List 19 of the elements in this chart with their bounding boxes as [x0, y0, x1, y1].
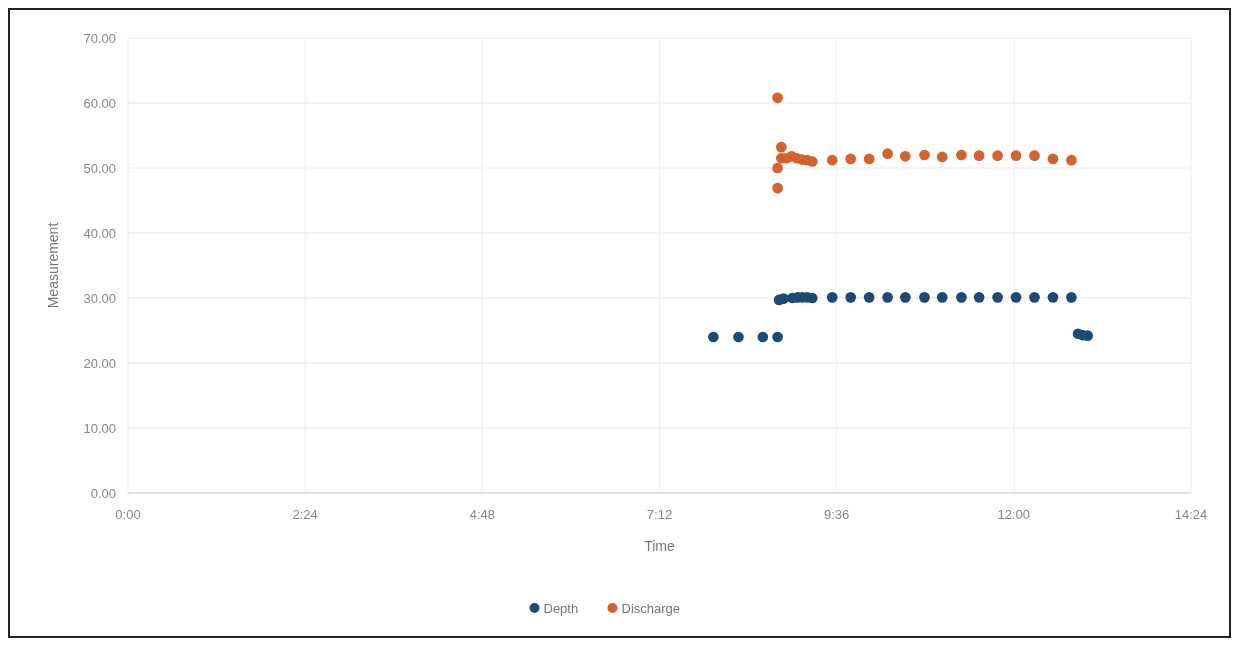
y-tick-label: 0.00 — [90, 485, 116, 501]
x-tick-label: 12:00 — [997, 507, 1031, 522]
y-axis-title: Measurement — [45, 222, 61, 309]
y-tick-label: 10.00 — [83, 420, 116, 436]
y-tick-label: 40.00 — [83, 225, 116, 241]
y-tick-label: 70.00 — [83, 30, 116, 46]
y-tick-label: 50.00 — [83, 160, 116, 176]
y-tick-label: 30.00 — [83, 290, 116, 306]
x-tick-label: 7:12 — [646, 507, 673, 522]
legend-label: Depth — [543, 600, 579, 616]
y-tick-label: 60.00 — [83, 95, 116, 111]
y-tick-label: 20.00 — [83, 355, 116, 371]
x-tick-label: 4:48 — [469, 507, 495, 522]
x-tick-label: 14:24 — [1174, 507, 1208, 522]
x-tick-label: 2:24 — [292, 507, 318, 522]
x-tick-label: 9:36 — [824, 507, 850, 522]
x-axis-title: Time — [644, 538, 676, 554]
x-tick-label: 0:00 — [115, 507, 141, 522]
legend-label: Discharge — [621, 600, 681, 616]
